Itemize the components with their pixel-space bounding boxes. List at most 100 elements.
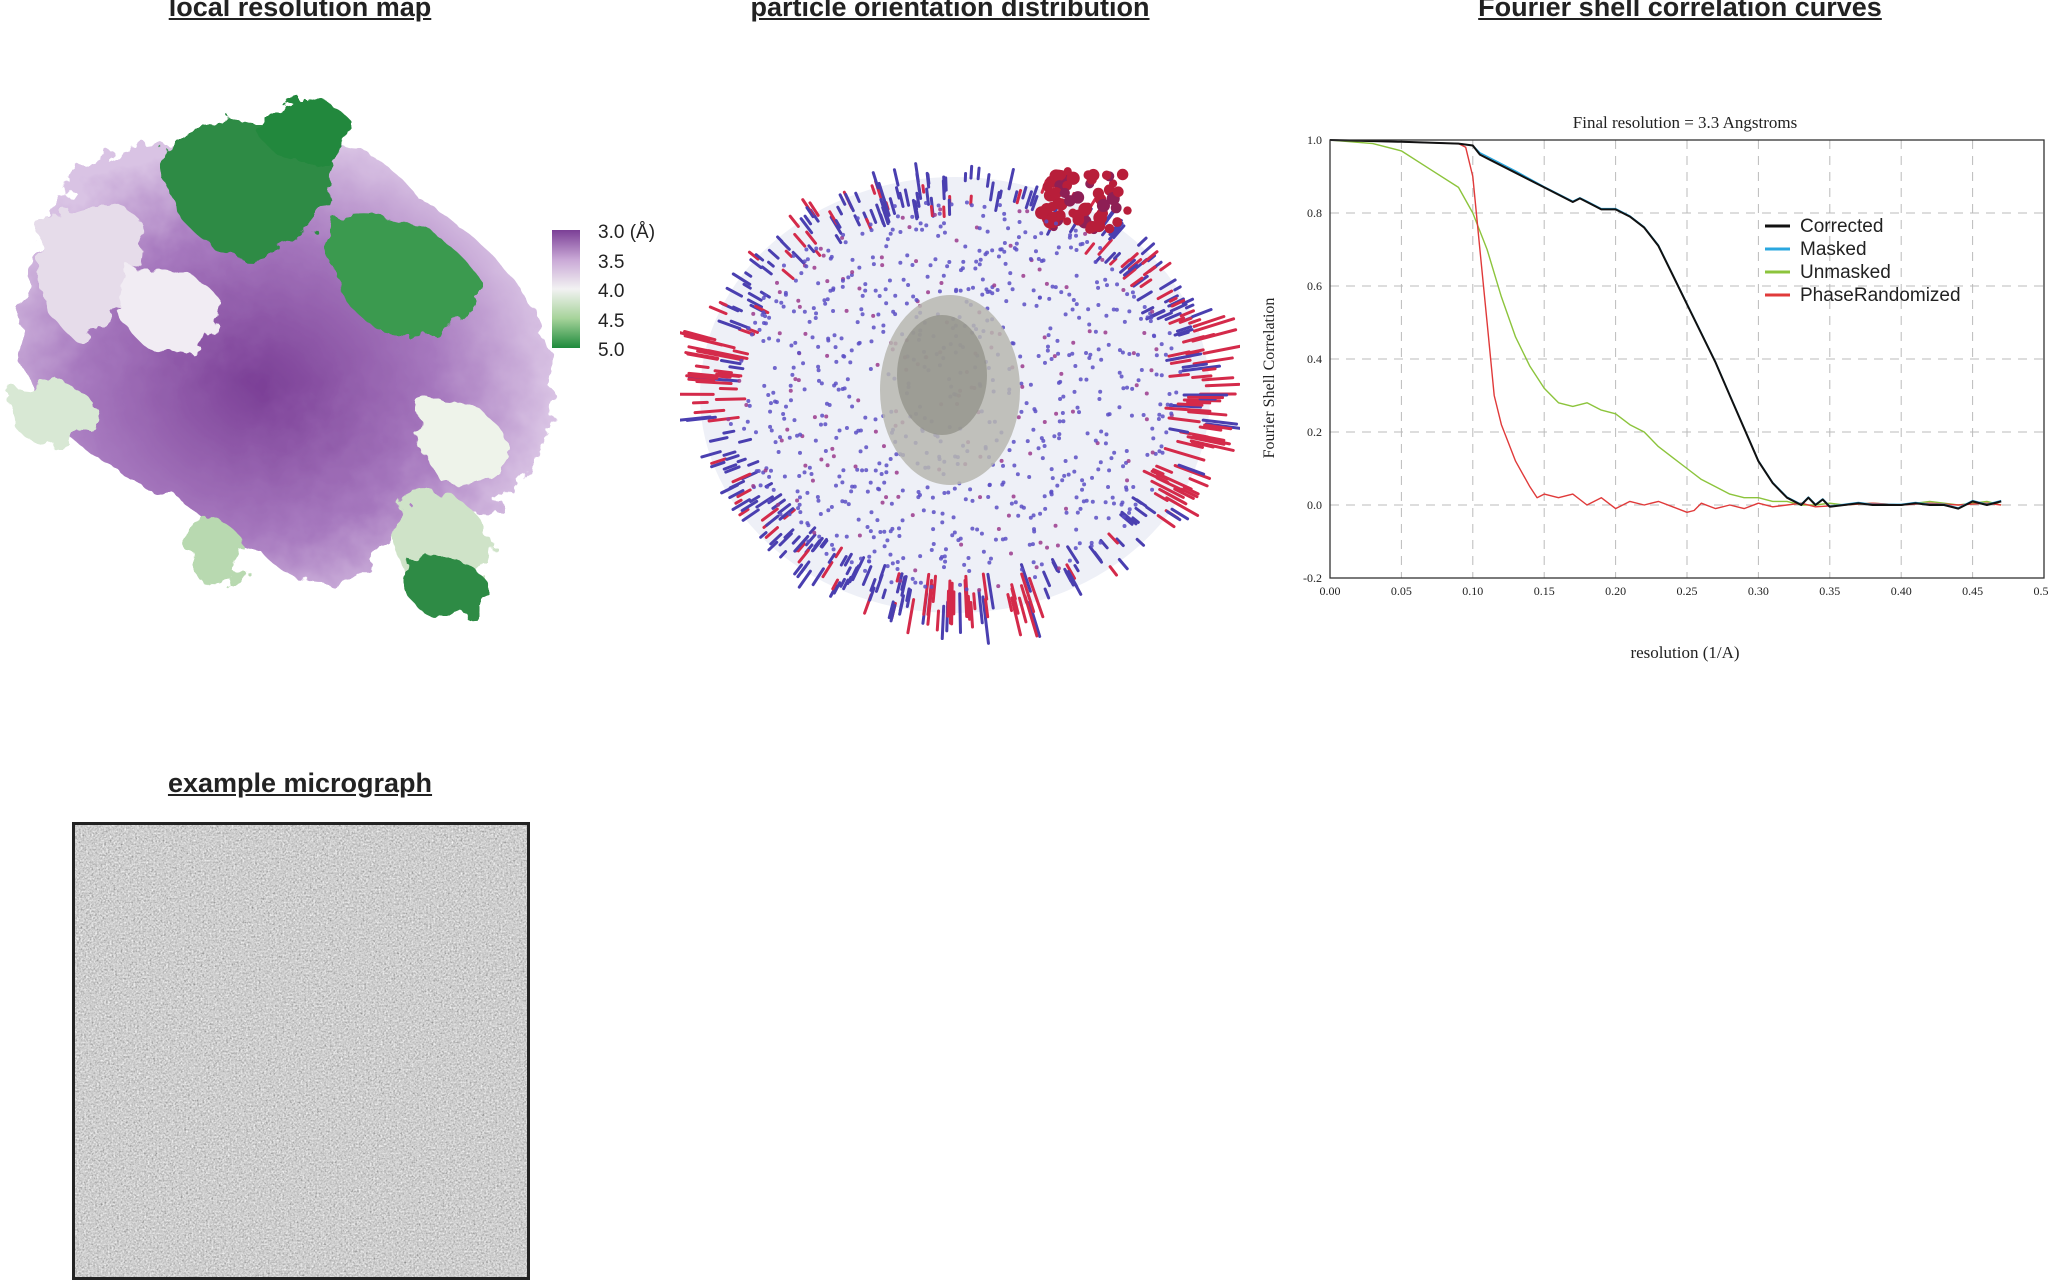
orientation-spike — [987, 175, 989, 187]
orientation-spike — [971, 602, 973, 627]
orientation-dot — [995, 505, 999, 509]
orientation-dot — [965, 587, 969, 591]
orientation-dot — [811, 335, 815, 339]
orientation-dot — [914, 227, 918, 231]
orientation-dot — [884, 470, 888, 474]
orientation-dot — [1150, 488, 1154, 492]
orientation-dot — [781, 412, 785, 416]
orientation-dot — [857, 342, 861, 346]
orientation-dot — [1096, 467, 1100, 471]
orientation-dot — [966, 287, 970, 291]
fsc-x-tick-label: 0.30 — [1748, 584, 1769, 598]
orientation-dot — [963, 245, 967, 249]
orientation-dot — [769, 401, 773, 405]
orientation-spike — [716, 399, 744, 400]
orientation-dot — [1007, 514, 1011, 518]
orientation-dot — [898, 230, 902, 234]
orientation-dot — [1043, 361, 1047, 365]
orientation-dot — [981, 214, 985, 218]
orientation-dot — [1057, 436, 1061, 440]
orientation-dot — [837, 388, 841, 392]
orientation-cluster-dot — [1064, 195, 1075, 206]
orientation-dot — [850, 560, 854, 564]
orientation-dot — [901, 518, 905, 522]
orientation-dot — [959, 543, 963, 547]
orientation-dot — [768, 499, 772, 503]
orientation-dot — [819, 512, 823, 516]
orientation-dot — [854, 464, 858, 468]
orientation-dot — [870, 228, 874, 232]
orientation-dot — [1164, 430, 1168, 434]
orientation-dot — [820, 414, 824, 418]
orientation-dot — [739, 359, 743, 363]
legend-label: PhaseRandomized — [1800, 285, 1961, 306]
orientation-dot — [826, 249, 830, 253]
orientation-dot — [819, 423, 823, 427]
orientation-dot — [869, 529, 873, 533]
orientation-dot — [1075, 302, 1079, 306]
orientation-dot — [896, 560, 900, 564]
orientation-dot — [890, 502, 894, 506]
orientation-dot — [1047, 333, 1051, 337]
orientation-dot — [750, 332, 754, 336]
orientation-dot — [1107, 516, 1111, 520]
orientation-dot — [1120, 503, 1124, 507]
orientation-dot — [875, 518, 879, 522]
orientation-dot — [1109, 456, 1113, 460]
orientation-dot — [822, 254, 826, 258]
orientation-dot — [889, 457, 893, 461]
fsc-x-tick-label: 0.05 — [1391, 584, 1412, 598]
orientation-dot — [746, 420, 750, 424]
orientation-dot — [1054, 221, 1058, 225]
orientation-dot — [1072, 298, 1076, 302]
orientation-cluster-dot — [1063, 217, 1071, 225]
orientation-dot — [1168, 392, 1172, 396]
orientation-dot — [848, 360, 852, 364]
orientation-dot — [863, 289, 867, 293]
orientation-distribution-title: particle orientation distribution — [700, 0, 1200, 23]
orientation-cluster-dot — [1097, 199, 1110, 212]
fsc-series-line-unmasked — [1330, 140, 2001, 505]
orientation-dot — [906, 283, 910, 287]
orientation-dot — [932, 510, 936, 514]
orientation-spike — [942, 606, 943, 638]
orientation-dot — [1038, 296, 1042, 300]
orientation-dot — [1043, 420, 1047, 424]
orientation-dot — [1004, 299, 1008, 303]
orientation-dot — [864, 445, 868, 449]
orientation-spike — [966, 576, 968, 616]
orientation-dot — [861, 312, 865, 316]
orientation-dot — [804, 264, 808, 268]
orientation-dot — [1091, 365, 1095, 369]
orientation-dot — [1007, 281, 1011, 285]
orientation-dot — [1072, 470, 1076, 474]
colorbar-label: 5.0 — [598, 336, 655, 366]
orientation-dot — [1070, 352, 1074, 356]
orientation-dot — [782, 305, 786, 309]
orientation-dot — [851, 258, 855, 262]
orientation-dot — [881, 501, 885, 505]
orientation-dot — [986, 230, 990, 234]
orientation-dot — [885, 538, 889, 542]
orientation-dot — [1054, 285, 1058, 289]
orientation-dot — [1074, 546, 1078, 550]
orientation-dot — [896, 214, 900, 218]
orientation-dot — [1125, 488, 1129, 492]
orientation-dot — [1121, 464, 1125, 468]
orientation-dot — [1127, 511, 1131, 515]
orientation-dot — [1017, 209, 1021, 213]
orientation-dot — [1065, 511, 1069, 515]
orientation-dot — [853, 485, 857, 489]
orientation-dot — [1042, 258, 1046, 262]
orientation-dot — [1098, 246, 1102, 250]
orientation-dot — [840, 480, 844, 484]
orientation-dot — [814, 311, 818, 315]
orientation-dot — [1130, 387, 1134, 391]
orientation-dot — [884, 287, 888, 291]
orientation-dot — [1106, 485, 1110, 489]
orientation-dot — [1055, 484, 1059, 488]
orientation-dot — [913, 581, 917, 585]
orientation-dot — [1067, 473, 1071, 477]
orientation-dot — [978, 262, 982, 266]
orientation-dot — [817, 379, 821, 383]
